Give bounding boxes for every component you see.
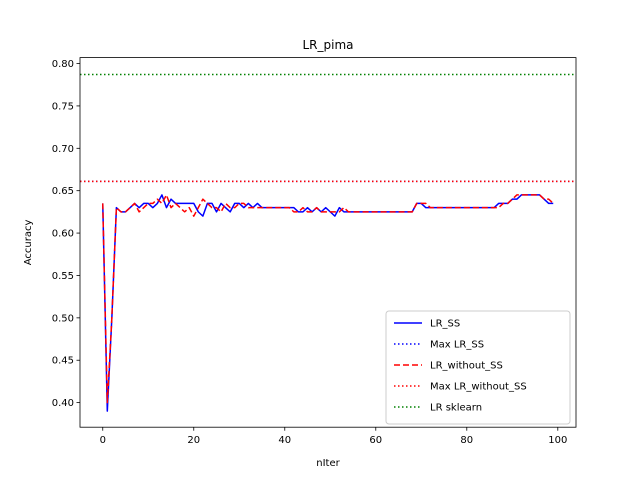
y-tick-label: 0.80 [52, 59, 74, 70]
x-tick-label: 20 [187, 435, 200, 446]
x-tick-label: 0 [100, 435, 106, 446]
legend-label: LR sklearn [430, 403, 482, 414]
x-tick-label: 100 [548, 435, 567, 446]
y-tick-label: 0.60 [52, 229, 74, 240]
chart-title: LR_pima [302, 38, 353, 52]
axes-frame [79, 57, 577, 428]
x-tick-label: 40 [278, 435, 291, 446]
y-tick-label: 0.45 [52, 356, 74, 367]
y-tick-label: 0.40 [52, 398, 74, 409]
y-axis-label: Accuracy [23, 219, 34, 265]
legend-box [385, 310, 571, 425]
y-tick-label: 0.55 [52, 271, 74, 282]
x-axis-label: nIter [316, 458, 340, 469]
y-tick-label: 0.50 [52, 313, 74, 324]
y-axis: 0.40 0.45 0.50 0.55 0.60 0.65 0.70 0.75 0.80 [52, 59, 80, 409]
x-tick-label: 80 [460, 435, 473, 446]
y-tick-label: 0.70 [52, 144, 74, 155]
legend: LR_SS Max LR_SS LR_without_SS Max LR_withou… [385, 310, 571, 425]
legend-label: Max LR_SS [430, 340, 484, 351]
legend-label: Max LR_without_SS [430, 382, 527, 393]
x-axis: 0 20 40 60 80 100 [100, 427, 567, 446]
legend-label: LR_without_SS [430, 361, 503, 372]
plot-area [80, 73, 576, 412]
series-lr-without-ss-line [102, 194, 554, 404]
y-tick-label: 0.65 [52, 186, 74, 197]
legend-label: LR_SS [430, 319, 460, 330]
x-tick-label: 60 [369, 435, 382, 446]
y-tick-label: 0.75 [52, 101, 74, 112]
